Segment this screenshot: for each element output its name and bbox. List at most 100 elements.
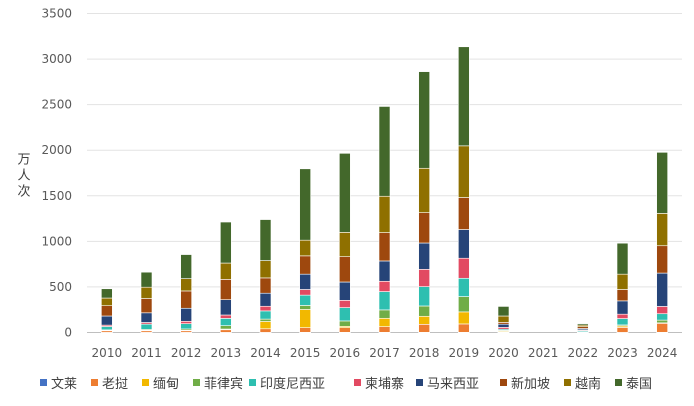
bar-segment-1-2013 [220,329,232,333]
legend-swatch [249,379,256,386]
bar-stack-2022 [577,323,589,334]
bar-segment-3-2013 [220,325,232,330]
bar-segment-4-2024 [656,313,668,321]
bar-segment-5-2024 [656,306,668,315]
bar-stack-2024 [656,152,668,334]
bar-segment-1-2014 [259,328,272,333]
bar-segment-2-2017 [378,317,391,327]
bar-segment-9-2022 [577,323,589,326]
bar-segment-3-2024 [656,319,668,324]
bar-segment-8-2019 [458,145,470,198]
bar-segment-4-2010 [101,326,113,331]
bar-segment-4-2016 [339,307,351,322]
legend-item: 泰国 [615,377,652,392]
x-tick-label: 2022 [568,346,599,360]
x-tick-label: 2024 [647,346,678,360]
legend-label: 马来西亚 [427,377,479,392]
bar-segment-8-2020 [497,315,510,323]
bar-segment-4-2012 [180,323,192,330]
bar-segment-3-2018 [418,305,430,317]
bar-segment-6-2024 [656,272,668,307]
bar-segment-8-2015 [299,239,311,257]
bar-segment-1-2015 [299,327,311,333]
bar-segment-3-2017 [378,309,391,319]
y-tick-label: 3500 [41,7,72,21]
bar-segment-7-2023 [616,289,629,302]
bar-segment-8-2023 [616,273,629,290]
bar-segment-9-2010 [101,288,113,299]
bar-segment-7-2024 [656,245,668,274]
legend: 文莱 老挝 缅甸 菲律宾 印度尼西亚 柬埔寨 马来西亚 新加坡 越南 泰国 [40,376,652,392]
bar-segment-2-2018 [418,315,430,325]
legend-label: 老挝 [102,377,128,392]
legend-swatch [564,379,571,386]
bar-segment-1-2016 [339,327,351,333]
bar-segment-9-2013 [220,221,232,264]
bar-stack-2016 [339,153,351,334]
legend-label: 柬埔寨 [365,376,404,392]
bar-segment-8-2024 [656,213,668,247]
x-tick-label: 2019 [449,346,480,360]
bar-segment-7-2017 [378,232,391,262]
bar-segment-9-2017 [378,106,391,197]
x-tick-label: 2015 [290,346,321,360]
bar-segment-7-2010 [101,305,113,317]
bar-segment-6-2012 [180,307,192,322]
bar-segment-7-2011 [140,298,153,314]
bar-segment-9-2020 [497,306,510,317]
bar-segment-4-2023 [616,318,629,326]
bar-segment-9-2014 [259,219,272,261]
y-axis-label: 万人次 [15,152,31,200]
legend-label: 泰国 [626,377,652,392]
legend-item: 文莱 [40,377,77,392]
bar-segment-2-2014 [259,321,272,330]
bar-segment-7-2012 [180,290,192,309]
y-axis-ticks: 0 500 1000 1500 2000 2500 3000 3500 [41,7,72,340]
y-tick-label: 2500 [41,98,72,112]
bar-segment-3-2015 [299,305,311,310]
y-tick-label: 0 [64,326,72,340]
bar-segment-6-2023 [616,300,629,315]
x-tick-label: 2017 [369,346,400,360]
bar-segment-6-2017 [378,260,391,282]
bar-stack-2023 [616,242,629,334]
bar-segment-8-2017 [378,195,391,233]
bar-segment-9-2016 [339,153,351,233]
bar-segment-8-2013 [220,262,232,280]
bar-segment-5-2019 [458,257,470,279]
bar-segment-4-2017 [378,291,391,311]
bar-segment-7-2013 [220,279,232,300]
bar-segment-5-2016 [339,300,351,308]
bar-stack-2020 [497,306,510,334]
bar-segment-2-2019 [458,311,470,325]
legend-item: 老挝 [91,377,128,392]
legend-item: 缅甸 [142,377,179,392]
bar-segment-7-2016 [339,256,351,283]
bar-segment-6-2013 [220,299,232,316]
y-tick-label: 1000 [41,234,72,248]
legend-swatch [416,379,423,386]
x-tick-label: 2018 [409,346,440,360]
bar-segment-9-2015 [299,168,311,241]
x-tick-label: 2016 [330,346,361,360]
x-tick-label: 2011 [131,346,162,360]
bar-stack-2014 [259,219,272,334]
bar-segment-1-2023 [616,327,629,333]
legend-swatch [354,379,361,386]
y-tick-label: 2000 [41,143,72,157]
x-tick-label: 2012 [171,346,202,360]
legend-label: 新加坡 [511,376,550,392]
x-axis-ticks: 2010 2011 2012 2013 2014 2015 2016 2017 2018 2019… [92,346,678,360]
bar-segment-5-2014 [259,305,272,312]
legend-swatch [615,379,622,386]
legend-item: 新加坡 [500,376,550,392]
bar-segment-1-2017 [378,326,391,333]
bar-stack-2013 [220,221,232,334]
bar-segment-4-2019 [458,277,470,297]
bar-segment-4-2018 [418,286,430,307]
bar-stack-2019 [458,46,470,334]
x-tick-label: 2014 [250,346,281,360]
bar-segment-1-2019 [458,323,470,333]
bar-segment-8-2014 [259,260,272,279]
